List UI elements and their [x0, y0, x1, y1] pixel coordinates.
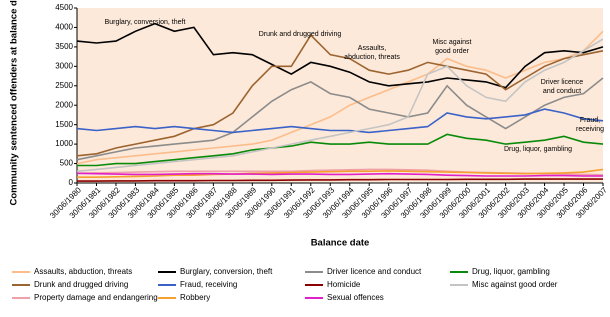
y-tick-label: 4000 — [55, 23, 73, 32]
y-tick-label: 1000 — [55, 139, 73, 148]
annotation: and conduct — [543, 88, 581, 95]
annotation: abduction, threats — [344, 54, 400, 61]
legend-label: Fraud, receiving — [180, 280, 237, 289]
legend-label: Sexual offences — [327, 293, 384, 302]
y-tick-label: 3000 — [55, 61, 73, 70]
annotation: Fraud, — [580, 117, 600, 124]
series-line — [76, 22, 604, 89]
annotation: Burglary, conversion, theft — [105, 19, 186, 26]
y-tick-label: 3500 — [55, 42, 73, 51]
legend-label: Burglary, conversion, theft — [180, 267, 273, 276]
annotation: Drunk and drugged driving — [259, 31, 342, 38]
series-line — [76, 38, 604, 173]
legend-label: Robbery — [180, 293, 210, 302]
annotation: Misc against — [433, 39, 472, 46]
series-line — [76, 172, 603, 177]
series-line — [76, 33, 604, 157]
y-tick-label: 1500 — [55, 120, 73, 129]
y-tick-label: 500 — [60, 159, 74, 168]
series-line — [76, 30, 604, 165]
series-line — [76, 77, 604, 161]
legend-label: Drunk and drugged driving — [34, 280, 128, 289]
y-axis-title: Community sentenced offenders at balance… — [9, 0, 20, 206]
series-line — [77, 168, 604, 178]
y-tick-label: 0 — [69, 178, 74, 187]
legend-label: Property damage and endangering — [34, 293, 158, 302]
y-tick-label: 4500 — [55, 3, 73, 12]
series-line — [77, 133, 604, 167]
legend-label: Drug, liquor, gambling — [472, 267, 550, 276]
legend-label: Misc against good order — [472, 280, 558, 289]
series-line — [76, 108, 604, 134]
annotation: Drug, liquor, gambling — [504, 146, 572, 153]
annotation: Assaults, — [358, 45, 386, 52]
annotation: Driver licence — [541, 79, 584, 86]
y-tick-label: 2500 — [55, 81, 73, 90]
x-axis-title: Balance date — [311, 238, 370, 249]
y-tick-label: 2000 — [55, 100, 73, 109]
annotation: good order — [435, 48, 470, 55]
series-line — [77, 178, 603, 182]
legend-label: Assaults, abduction, threats — [34, 267, 132, 276]
annotation: receiving — [576, 126, 604, 133]
legend-label: Driver licence and conduct — [327, 267, 422, 276]
legend-label: Homicide — [327, 280, 361, 289]
